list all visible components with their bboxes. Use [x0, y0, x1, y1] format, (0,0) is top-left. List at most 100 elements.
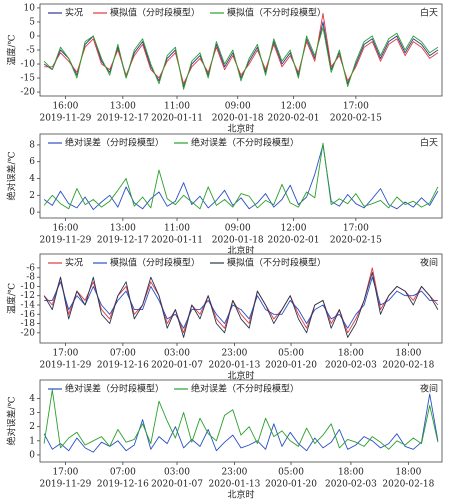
plot-frame [39, 253, 443, 344]
x-tick-time: 17:00 [343, 224, 369, 234]
x-tick-time: 18:00 [338, 468, 364, 478]
legend-label: 模拟值（分时段模型） [110, 7, 200, 19]
series-line [43, 21, 439, 87]
x-tick-time: 07:00 [110, 468, 136, 478]
annotation: 白天 [420, 7, 438, 19]
panel: 0 1 2 3 4 17:00 2019-11-29 07:00 2019-12-16 03:00… [6, 379, 443, 501]
x-tick-date: 2020-01-07 [151, 480, 203, 490]
y-axis-label: 温度/℃ [6, 34, 18, 65]
x-tick-time: 13:00 [110, 102, 136, 112]
y-tick-label: 5 [29, 17, 35, 27]
x-tick-time: 07:00 [110, 349, 136, 359]
legend-label: 实况 [65, 7, 83, 19]
x-axis-label: 北京时 [227, 370, 254, 382]
x-axis-label: 北京时 [227, 123, 254, 135]
y-tick-label: -8 [26, 273, 35, 283]
x-tick-time: 17:00 [343, 102, 369, 112]
x-tick-time: 12:00 [281, 224, 307, 234]
legend-label: 绝对误差（分时段模型） [65, 383, 164, 395]
x-tick-time: 23:00 [221, 349, 247, 359]
y-tick-label: 3 [29, 408, 35, 418]
x-tick-date: 2020-01-11 [151, 114, 203, 124]
x-tick-time: 18:00 [395, 349, 421, 359]
x-tick-date: 2020-01-18 [212, 236, 264, 246]
legend-label: 模拟值（不分时段模型） [227, 7, 326, 19]
series-line [43, 142, 439, 210]
x-tick-date: 2020-02-15 [330, 236, 382, 246]
annotation: 夜间 [420, 383, 438, 395]
x-tick-time: 09:00 [225, 224, 251, 234]
y-tick-label: 0 [29, 31, 35, 41]
y-tick-label: 6 [29, 157, 35, 167]
y-tick-label: -16 [21, 310, 36, 320]
x-axis-label: 北京时 [227, 245, 254, 257]
x-tick-time: 16:00 [52, 102, 78, 112]
panel: 0 2 4 6 8 16:00 2019-11-29 13:00 2019-12-17 11:00… [6, 133, 443, 257]
x-tick-time: 03:00 [164, 349, 190, 359]
y-tick-label: -15 [21, 74, 36, 84]
y-tick-label: 2 [29, 422, 35, 432]
y-tick-label: 1 [29, 436, 35, 446]
series-line [43, 389, 439, 450]
x-tick-date: 2020-02-18 [382, 480, 434, 490]
x-tick-time: 13:00 [110, 224, 136, 234]
x-axis-label: 北京时 [227, 489, 254, 501]
series-line [43, 27, 439, 90]
x-tick-date: 2019-12-16 [97, 480, 149, 490]
legend-label: 绝对误差（分时段模型） [65, 137, 164, 149]
y-tick-label: -12 [21, 291, 36, 301]
x-tick-time: 17:00 [52, 468, 78, 478]
series-line [43, 144, 439, 211]
series-line [44, 13, 439, 85]
x-tick-date: 2020-01-11 [151, 236, 203, 246]
legend-label: 绝对误差（不分时段模型） [191, 137, 299, 149]
legend-label: 实况 [65, 257, 83, 269]
x-tick-time: 09:00 [225, 102, 251, 112]
x-tick-time: 18:00 [338, 349, 364, 359]
y-tick-label: -10 [21, 60, 36, 70]
y-axis-label: 温度/℃ [6, 283, 18, 314]
x-tick-date: 2019-11-29 [39, 361, 91, 371]
x-tick-date: 2019-12-16 [97, 361, 149, 371]
x-tick-time: 16:00 [52, 224, 78, 234]
x-tick-time: 05:00 [278, 349, 304, 359]
y-tick-label: -5 [26, 46, 35, 56]
x-tick-date: 2020-02-01 [268, 114, 320, 124]
x-tick-time: 05:00 [278, 468, 304, 478]
y-tick-label: 4 [29, 174, 35, 184]
y-tick-label: -6 [26, 263, 35, 273]
x-tick-date: 2019-12-17 [97, 114, 149, 124]
x-tick-date: 2020-01-20 [265, 480, 317, 490]
x-tick-date: 2020-01-18 [212, 114, 264, 124]
y-tick-label: -10 [21, 282, 36, 292]
panel: 10 5 0 -5 -10 -15 -20 16:00 2019-11-29 13:00 2019-… [6, 3, 443, 135]
x-tick-date: 2019-11-29 [39, 480, 91, 490]
x-tick-date: 2020-01-13 [208, 361, 260, 371]
y-tick-label: 4 [29, 394, 35, 404]
series-line [43, 393, 439, 453]
series-line [44, 276, 438, 329]
y-tick-label: -20 [21, 328, 36, 338]
x-tick-date: 2020-02-03 [325, 480, 377, 490]
x-tick-time: 11:00 [164, 102, 190, 112]
series-line [43, 272, 439, 338]
y-axis-label: 绝对误差/℃ [6, 151, 18, 200]
x-tick-date: 2020-01-20 [265, 361, 317, 371]
y-tick-label: 2 [29, 191, 35, 201]
x-tick-time: 03:00 [164, 468, 190, 478]
legend-label: 绝对误差（不分时段模型） [191, 383, 299, 395]
x-tick-date: 2020-02-15 [330, 114, 382, 124]
y-tick-label: -20 [21, 88, 36, 98]
y-axis-label: 绝对误差/℃ [6, 396, 18, 445]
x-tick-time: 12:00 [281, 102, 307, 112]
y-tick-label: 0 [29, 450, 35, 460]
x-tick-date: 2020-01-13 [208, 480, 260, 490]
x-tick-time: 17:00 [52, 349, 78, 359]
x-tick-time: 18:00 [395, 468, 421, 478]
x-tick-date: 2020-02-03 [325, 361, 377, 371]
annotation: 夜间 [420, 257, 438, 269]
annotation: 白天 [420, 137, 438, 149]
y-tick-label: 10 [24, 3, 36, 13]
x-tick-time: 11:00 [164, 224, 190, 234]
y-tick-label: 0 [29, 208, 35, 218]
